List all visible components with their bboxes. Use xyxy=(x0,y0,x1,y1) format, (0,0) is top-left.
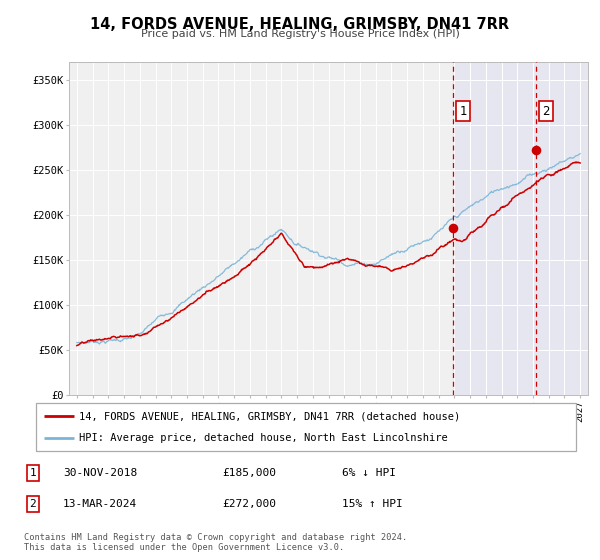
Point xyxy=(448,224,458,233)
FancyBboxPatch shape xyxy=(36,403,576,451)
Text: £185,000: £185,000 xyxy=(222,468,276,478)
Text: 2: 2 xyxy=(29,499,37,509)
Text: 1: 1 xyxy=(460,105,467,118)
Text: 15% ↑ HPI: 15% ↑ HPI xyxy=(342,499,403,509)
Text: £272,000: £272,000 xyxy=(222,499,276,509)
Text: 1: 1 xyxy=(29,468,37,478)
Bar xyxy=(453,62,588,395)
Text: This data is licensed under the Open Government Licence v3.0.: This data is licensed under the Open Gov… xyxy=(24,543,344,552)
Text: 14, FORDS AVENUE, HEALING, GRIMSBY, DN41 7RR (detached house): 14, FORDS AVENUE, HEALING, GRIMSBY, DN41… xyxy=(79,411,460,421)
Text: 6% ↓ HPI: 6% ↓ HPI xyxy=(342,468,396,478)
Text: HPI: Average price, detached house, North East Lincolnshire: HPI: Average price, detached house, Nort… xyxy=(79,433,448,443)
Text: 13-MAR-2024: 13-MAR-2024 xyxy=(63,499,137,509)
Point xyxy=(532,146,541,155)
Text: 14, FORDS AVENUE, HEALING, GRIMSBY, DN41 7RR: 14, FORDS AVENUE, HEALING, GRIMSBY, DN41… xyxy=(91,17,509,32)
Text: Contains HM Land Registry data © Crown copyright and database right 2024.: Contains HM Land Registry data © Crown c… xyxy=(24,533,407,542)
Text: 2: 2 xyxy=(542,105,550,118)
Text: Price paid vs. HM Land Registry's House Price Index (HPI): Price paid vs. HM Land Registry's House … xyxy=(140,29,460,39)
Text: 30-NOV-2018: 30-NOV-2018 xyxy=(63,468,137,478)
